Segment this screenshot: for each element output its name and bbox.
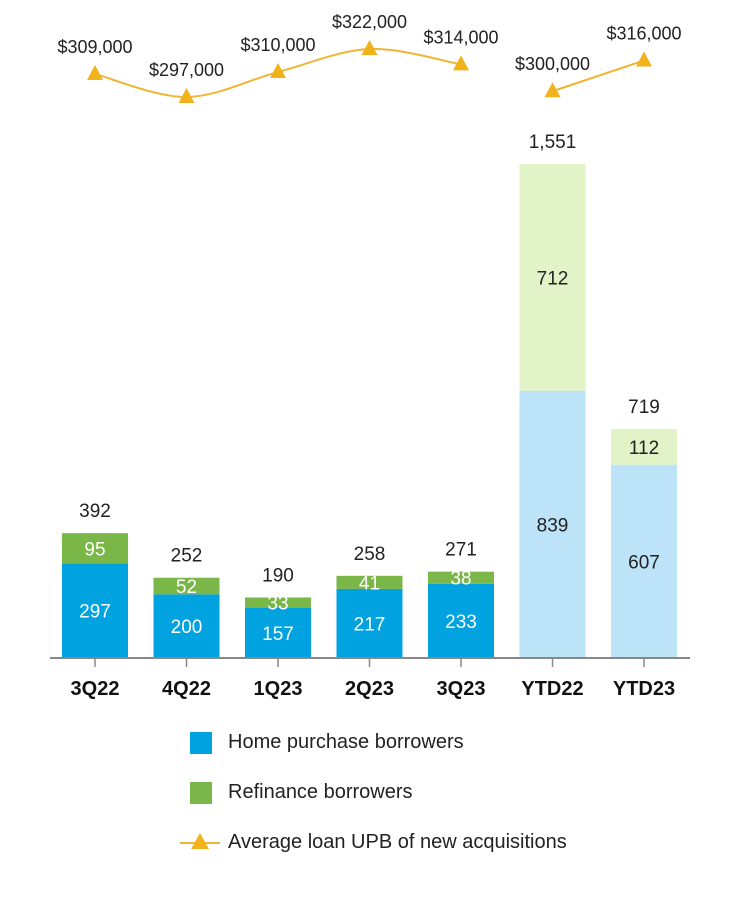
x-tick-label-YTD22: YTD22	[521, 678, 583, 700]
avg-upb-marker-2Q23	[361, 40, 378, 55]
bar-refinance-YTD22	[519, 164, 586, 391]
bar-refinance-3Q22	[62, 533, 128, 564]
total-label-2Q23: 258	[354, 544, 386, 565]
legend-label-avg-upb: Average loan UPB of new acquisitions	[228, 831, 567, 853]
data-label-refinance-2Q23: 41	[359, 573, 380, 594]
avg-upb-label-YTD22: $300,000	[515, 54, 590, 74]
x-axis: 3Q22 4Q22 1Q23 2Q23 3Q23 YTD22 YTD23	[50, 657, 690, 700]
bar-refinance-YTD23	[611, 428, 677, 465]
legend-swatch-refinance	[190, 782, 212, 804]
total-label-1Q23: 190	[262, 565, 294, 586]
x-tick-label-1Q23: 1Q23	[254, 678, 303, 700]
legend-label-purchase: Home purchase borrowers	[228, 731, 464, 753]
avg-upb-label-1Q23: $310,000	[240, 35, 315, 55]
bars-layer: 297 95 392 200 52 252 157 33 190 217 41 258 233 38 271…	[62, 132, 677, 658]
legend-swatch-purchase	[190, 732, 212, 754]
chart: 297 95 392 200 52 252 157 33 190 217 41 258 233 38 271…	[50, 12, 690, 700]
avg-upb-marker-1Q23	[270, 63, 286, 79]
data-label-purchase-1Q23: 157	[262, 624, 294, 645]
x-tick-label-2Q23: 2Q23	[345, 678, 394, 700]
legend-marker-triangle-icon	[191, 833, 209, 849]
legend-label-refinance: Refinance borrowers	[228, 781, 413, 803]
avg-upb-marker-YTD22	[544, 82, 561, 98]
line-layer: $309,000 $297,000 $310,000 $322,000 $314,000…	[57, 12, 682, 103]
x-tick-label-YTD23: YTD23	[613, 678, 675, 700]
data-label-refinance-1Q23: 33	[267, 594, 288, 615]
total-label-YTD22: 1,551	[529, 132, 577, 153]
data-label-purchase-2Q23: 217	[354, 614, 386, 635]
total-label-3Q23: 271	[445, 540, 477, 561]
avg-upb-line-ytd	[552, 59, 645, 93]
data-label-purchase-4Q22: 200	[171, 617, 203, 638]
data-label-refinance-3Q22: 95	[84, 539, 105, 560]
x-tick-label-3Q23: 3Q23	[437, 678, 486, 700]
total-label-YTD23: 719	[628, 397, 660, 418]
bar-refinance-1Q23	[245, 597, 311, 608]
avg-upb-marker-3Q23	[453, 55, 469, 71]
avg-upb-label-2Q23: $322,000	[332, 12, 407, 32]
data-label-purchase-YTD22: 839	[537, 515, 569, 536]
bar-purchase-1Q23	[245, 607, 311, 658]
legend-item-avg-upb: Average loan UPB of new acquisitions	[180, 828, 600, 858]
bar-purchase-4Q22	[153, 594, 220, 658]
bar-purchase-YTD23	[611, 464, 677, 658]
x-tick-label-4Q22: 4Q22	[162, 678, 211, 700]
legend-item-refinance: Refinance borrowers	[180, 778, 600, 808]
data-label-purchase-3Q22: 297	[79, 602, 111, 623]
avg-upb-label-3Q22: $309,000	[57, 37, 132, 57]
bar-purchase-3Q22	[62, 563, 128, 658]
total-label-4Q22: 252	[171, 546, 203, 567]
avg-upb-label-YTD23: $316,000	[606, 24, 681, 44]
bar-refinance-3Q23	[428, 571, 494, 584]
avg-upb-marker-3Q22	[87, 64, 103, 80]
data-label-refinance-4Q22: 52	[176, 577, 197, 598]
data-label-purchase-YTD23: 607	[628, 552, 660, 573]
data-label-refinance-YTD22: 712	[537, 268, 569, 289]
data-label-purchase-3Q23: 233	[445, 612, 477, 633]
data-label-refinance-3Q23: 38	[450, 569, 471, 590]
data-label-refinance-YTD23: 112	[629, 438, 659, 459]
bar-purchase-YTD22	[519, 390, 586, 658]
avg-upb-marker-4Q22	[178, 88, 195, 103]
legend-item-purchase: Home purchase borrowers	[180, 728, 600, 758]
bar-refinance-2Q23	[336, 575, 403, 589]
avg-upb-marker-YTD23	[636, 51, 652, 67]
avg-upb-label-3Q23: $314,000	[423, 27, 498, 47]
avg-upb-label-4Q22: $297,000	[149, 60, 224, 80]
total-label-3Q22: 392	[79, 501, 111, 522]
x-tick-label-3Q22: 3Q22	[71, 678, 120, 700]
bar-purchase-3Q23	[428, 583, 494, 658]
bar-refinance-4Q22	[153, 577, 220, 595]
bar-purchase-2Q23	[336, 588, 403, 658]
